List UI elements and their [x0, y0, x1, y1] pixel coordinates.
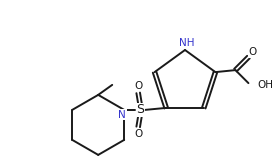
Text: O: O [248, 47, 257, 57]
Text: N: N [118, 110, 126, 120]
Text: OH: OH [258, 80, 273, 90]
Text: S: S [136, 103, 144, 116]
Text: NH: NH [179, 38, 195, 48]
Text: O: O [134, 81, 142, 91]
Text: O: O [134, 129, 142, 139]
